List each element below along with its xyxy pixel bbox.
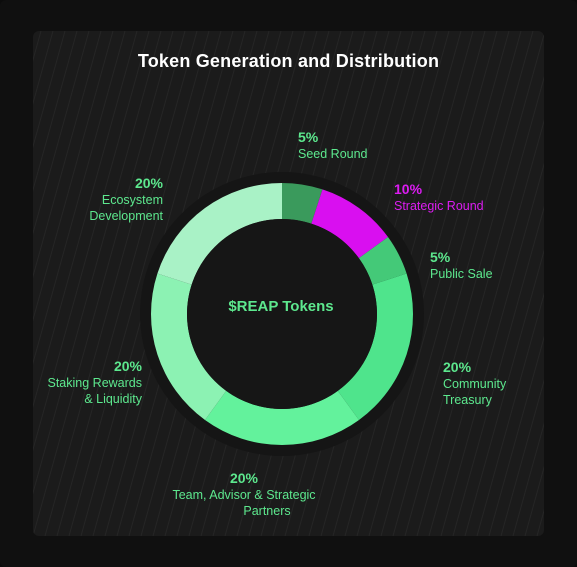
slice-name: Public Sale: [430, 267, 493, 281]
slice-label-strategic-round: 10% Strategic Round: [394, 180, 484, 214]
donut-slice-2: [358, 237, 407, 285]
donut-center-label: $REAP Tokens: [228, 298, 334, 315]
slice-name: Seed Round: [298, 147, 368, 161]
chart-title: Token Generation and Distribution: [137, 51, 440, 71]
slice-label-staking-rewards: 20% Staking Rewards & Liquidity: [48, 357, 143, 407]
slice-label-seed-round: 5% Seed Round: [298, 128, 368, 162]
slice-name: Team, Advisor & Strategic: [172, 488, 316, 502]
donut-slice-6: [157, 183, 282, 285]
slice-name: Partners: [243, 504, 291, 518]
slice-label-ecosystem-development: 20% Ecosystem Development: [89, 174, 163, 224]
donut-hole: [187, 219, 377, 409]
slice-name: Treasury: [443, 393, 492, 407]
slice-name: Ecosystem: [101, 193, 163, 207]
slice-name: Staking Rewards: [47, 376, 143, 390]
slice-label-community-treasury: 20% Community Treasury: [443, 358, 506, 408]
slice-percent: 20%: [229, 470, 259, 486]
slice-percent: 20%: [113, 358, 142, 374]
donut-slice-4: [205, 390, 359, 446]
donut-slice-1: [311, 189, 388, 259]
slice-name: Community: [443, 377, 507, 391]
slice-percent: 20%: [443, 359, 472, 375]
slice-name: Strategic Round: [394, 199, 484, 213]
donut-slice-3: [337, 273, 413, 420]
donut-slice-5: [150, 273, 227, 420]
slice-label-public-sale: 5% Public Sale: [430, 248, 493, 282]
slice-name: & Liquidity: [84, 392, 142, 406]
slice-percent: 5%: [430, 249, 451, 265]
slice-percent: 10%: [394, 181, 423, 197]
slice-label-team-advisor: 20% Team, Advisor & Strategic Partners: [129, 469, 359, 519]
donut-slice-0: [282, 183, 323, 224]
slice-percent: 5%: [298, 129, 319, 145]
slice-percent: 20%: [134, 175, 163, 191]
slice-name: Development: [89, 209, 163, 223]
